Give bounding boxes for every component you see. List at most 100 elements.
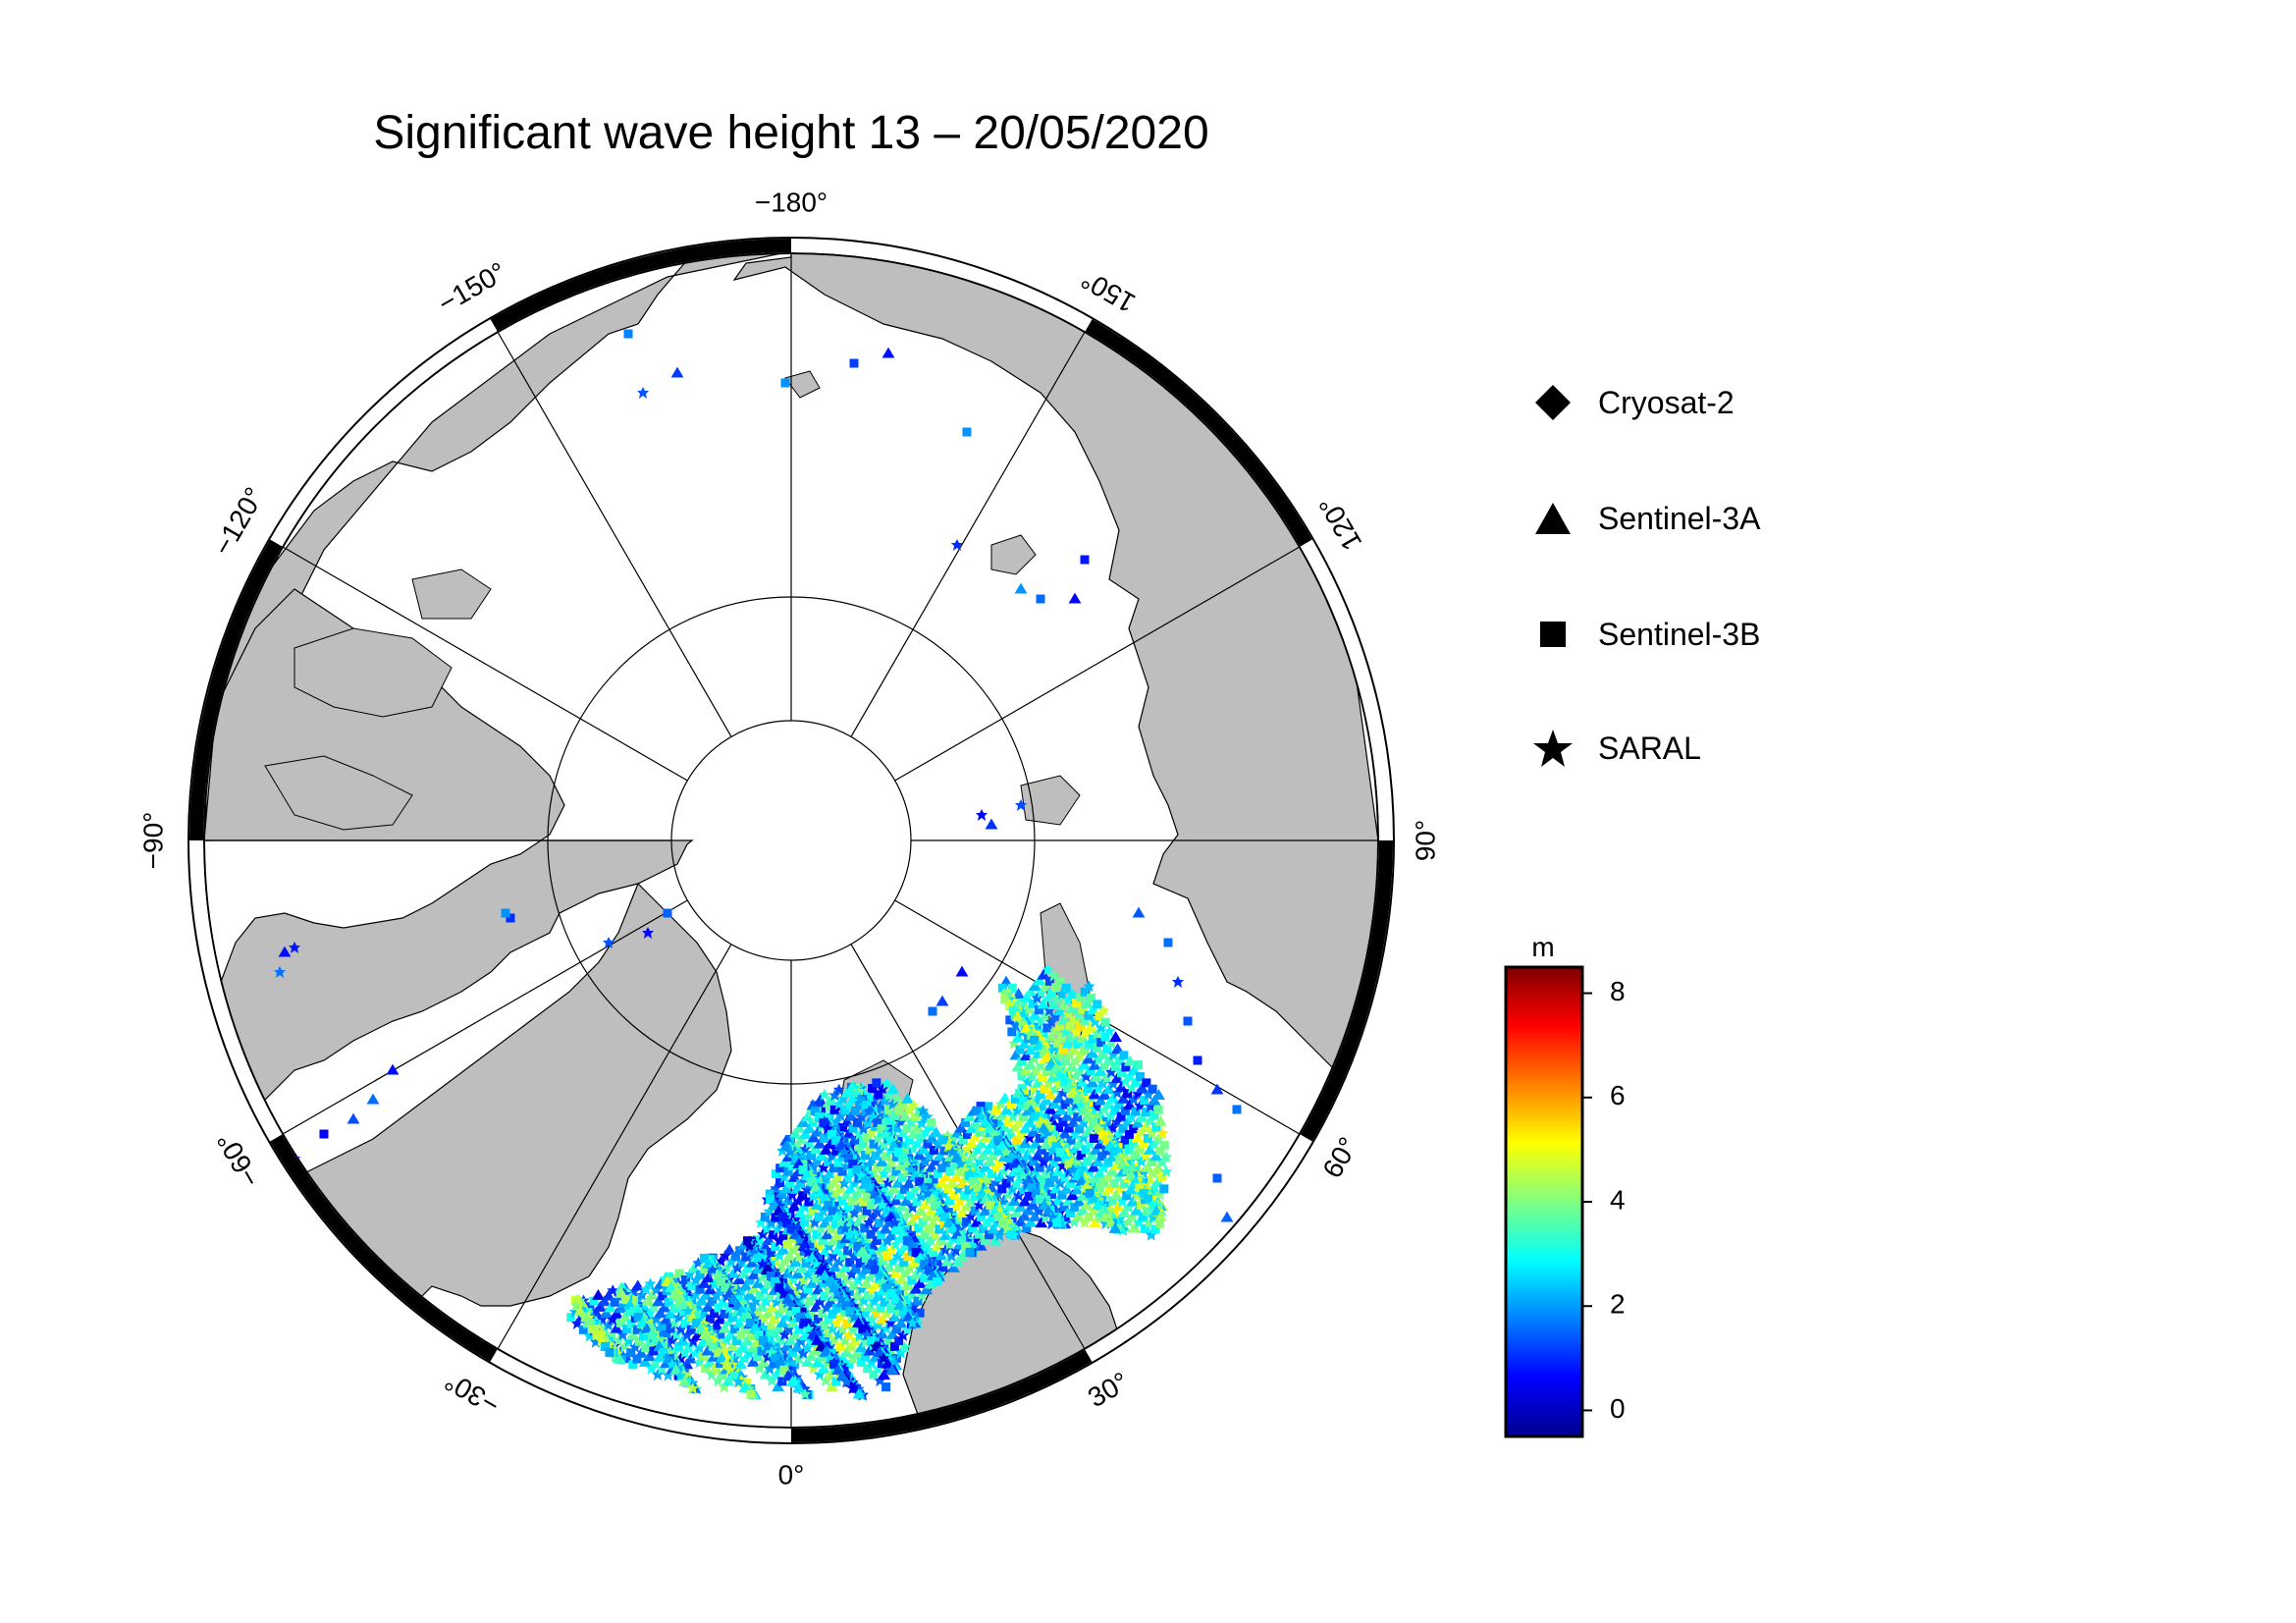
wave-height-point	[1080, 987, 1090, 997]
wave-height-point	[939, 1244, 952, 1257]
wave-height-point	[1086, 1096, 1095, 1106]
wave-height-point	[934, 1150, 947, 1162]
wave-height-point	[1057, 999, 1071, 1010]
wave-height-point	[796, 1179, 806, 1189]
wave-height-point	[1023, 1116, 1037, 1128]
wave-height-point	[1094, 1094, 1107, 1106]
wave-height-point	[779, 1365, 789, 1375]
wave-height-point	[818, 1309, 828, 1319]
colorbar-tick-label: 4	[1610, 1184, 1626, 1215]
frame-segment	[270, 1134, 498, 1362]
wave-height-point	[827, 1224, 836, 1234]
wave-height-point	[810, 1198, 824, 1210]
wave-height-point	[848, 1123, 858, 1133]
wave-height-point	[658, 1301, 671, 1313]
wave-height-point	[998, 1165, 1011, 1178]
wave-height-point	[872, 1132, 884, 1145]
wave-height-point	[645, 1362, 658, 1375]
wave-height-point	[1193, 1055, 1202, 1065]
wave-height-point	[687, 1262, 701, 1273]
wave-height-point	[886, 1157, 899, 1169]
wave-height-point	[1074, 1050, 1087, 1062]
wave-height-point	[725, 1256, 738, 1269]
wave-height-point	[988, 1150, 1000, 1163]
wave-height-point	[839, 1262, 852, 1272]
wave-height-point	[956, 1177, 970, 1189]
wave-height-point	[634, 1336, 644, 1346]
wave-height-point	[815, 1149, 828, 1161]
wave-height-point	[648, 1301, 661, 1314]
wave-height-point	[664, 1297, 673, 1307]
wave-height-point	[859, 1139, 869, 1149]
wave-height-point	[1086, 1066, 1095, 1076]
wave-height-point	[1121, 1062, 1131, 1072]
wave-height-point	[856, 1185, 866, 1195]
wave-height-point	[862, 1117, 875, 1130]
wave-height-point	[817, 1362, 830, 1374]
wave-height-point	[922, 1212, 932, 1221]
wave-height-point	[903, 1252, 913, 1262]
wave-height-point	[907, 1275, 917, 1285]
wave-height-point	[891, 1353, 901, 1363]
wave-height-point	[695, 1270, 705, 1279]
wave-height-point	[1011, 1031, 1025, 1043]
wave-height-point	[988, 1234, 1002, 1246]
wave-height-point	[800, 1355, 814, 1367]
wave-height-point	[827, 1323, 839, 1335]
wave-height-point	[1063, 1049, 1076, 1061]
wave-height-point	[892, 1325, 902, 1334]
wave-height-point	[1002, 1189, 1015, 1202]
wave-height-point	[863, 1364, 873, 1374]
wave-height-point	[831, 1146, 841, 1156]
wave-height-point	[1046, 988, 1056, 998]
wave-height-point	[1012, 988, 1026, 1000]
wave-height-point	[970, 1191, 980, 1201]
wave-height-point	[790, 1360, 800, 1370]
legend-label: Sentinel-3B	[1598, 617, 1761, 652]
wave-height-point	[964, 1185, 974, 1195]
wave-height-point	[879, 1257, 888, 1267]
wave-height-point	[1098, 1050, 1108, 1059]
wave-height-point	[649, 1346, 659, 1356]
wave-height-point	[811, 1356, 825, 1368]
wave-height-point	[743, 1347, 756, 1360]
wave-height-point	[787, 1273, 800, 1286]
wave-height-point	[979, 1205, 992, 1217]
wave-height-point	[821, 1174, 830, 1184]
wave-height-point	[1041, 1066, 1051, 1076]
wave-height-point	[1016, 1129, 1026, 1139]
wave-height-point	[902, 1177, 916, 1189]
wave-height-point	[852, 1216, 865, 1227]
wave-height-point	[1031, 1149, 1044, 1161]
wave-height-point	[1044, 1030, 1058, 1042]
wave-height-point	[738, 1381, 752, 1393]
wave-height-point	[777, 1377, 787, 1386]
wave-height-point	[765, 1217, 777, 1229]
wave-height-point	[1052, 1092, 1066, 1104]
wave-height-point	[788, 1127, 802, 1139]
land-wrangel	[784, 370, 821, 399]
wave-height-point	[835, 1184, 845, 1194]
wave-height-point	[811, 1155, 824, 1167]
wave-height-point	[629, 1341, 642, 1354]
wave-height-point	[1098, 1059, 1111, 1072]
land-islands-1	[294, 627, 453, 718]
longitude-label: 120°	[1312, 491, 1367, 556]
wave-height-point	[778, 1328, 791, 1341]
wave-height-point	[638, 1355, 652, 1367]
wave-height-point	[928, 1247, 937, 1257]
wave-height-point	[801, 1258, 811, 1268]
wave-height-point	[1105, 1037, 1118, 1050]
wave-height-point	[913, 1124, 923, 1134]
wave-height-point	[927, 1117, 936, 1127]
wave-height-point	[1111, 1043, 1124, 1055]
colorbar: m 8 6 4 2 0	[1504, 933, 1626, 1438]
wave-height-point	[777, 1190, 787, 1200]
wave-height-point	[782, 1323, 795, 1335]
wave-height-point	[977, 1149, 990, 1161]
map-frame	[187, 237, 1395, 1444]
wave-height-point	[983, 1218, 992, 1228]
wave-height-point	[765, 1189, 774, 1199]
wave-height-point	[962, 427, 972, 437]
wave-height-point	[1000, 1104, 1014, 1115]
